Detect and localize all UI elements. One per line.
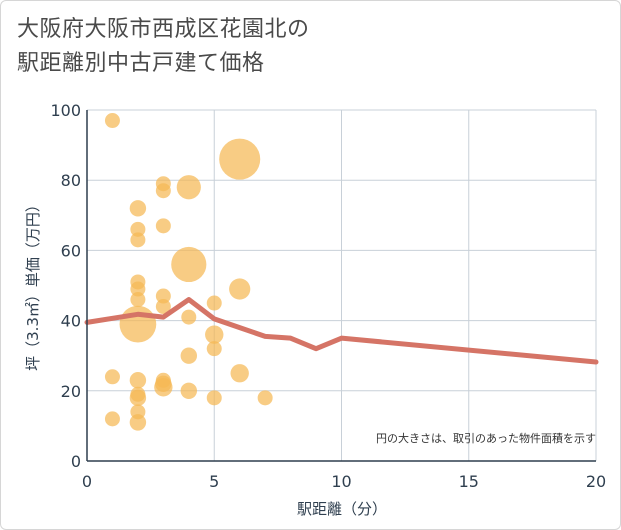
x-tick-label: 10 — [331, 472, 351, 491]
x-tick-label: 20 — [586, 472, 606, 491]
data-point — [155, 218, 171, 234]
data-point — [205, 325, 224, 344]
data-point — [129, 389, 147, 407]
data-point — [206, 295, 222, 311]
data-point — [154, 378, 173, 397]
data-point — [176, 175, 201, 200]
data-point — [130, 221, 146, 237]
y-tick-label: 40 — [61, 312, 81, 331]
data-point — [180, 382, 198, 400]
chart-title-line1: 大阪府大阪市西成区花園北の — [17, 17, 310, 42]
x-tick-label: 0 — [82, 472, 92, 491]
data-point — [230, 364, 249, 383]
y-tick-label: 80 — [61, 171, 81, 190]
data-point — [206, 341, 222, 357]
data-point — [155, 288, 171, 304]
data-point — [129, 372, 147, 389]
chart-title-line2: 駅距離別中古戸建て価格 — [17, 51, 265, 76]
y-tick-label: 100 — [50, 101, 81, 120]
data-point — [130, 232, 146, 248]
data-point — [171, 246, 207, 283]
data-point — [104, 411, 120, 427]
data-point — [130, 292, 146, 308]
data-point — [104, 369, 120, 385]
bubble-points — [104, 113, 273, 431]
y-axis-title: 坪（3.3㎡）単価（万円） — [24, 197, 42, 371]
data-point — [155, 299, 171, 315]
axes: 0 20 40 60 80 100 0 5 10 15 20 — [50, 101, 606, 491]
y-tick-label: 0 — [71, 452, 81, 471]
data-point — [206, 390, 222, 406]
data-point — [155, 183, 171, 199]
x-tick-label: 15 — [459, 472, 479, 491]
chart-title: 大阪府大阪市西成区花園北の 駅距離別中古戸建て価格 — [17, 13, 310, 81]
x-tick-label: 5 — [209, 472, 219, 491]
data-point — [119, 305, 157, 343]
grid-lines — [87, 109, 597, 461]
data-point — [129, 200, 147, 217]
y-tick-label: 20 — [61, 382, 81, 401]
data-point — [129, 414, 147, 431]
bubble-size-note: 円の大きさは、取引のあった物件面積を示す — [376, 431, 596, 445]
data-point — [180, 347, 198, 364]
x-axis-title: 駅距離（分） — [297, 500, 387, 518]
trend-line-group — [84, 297, 599, 365]
data-point — [104, 113, 120, 129]
trend-line — [84, 297, 599, 365]
data-point — [219, 138, 261, 180]
y-tick-label: 60 — [61, 241, 81, 260]
data-point — [257, 390, 273, 406]
data-point — [229, 278, 251, 300]
data-point — [181, 309, 197, 325]
data-point — [130, 281, 146, 297]
